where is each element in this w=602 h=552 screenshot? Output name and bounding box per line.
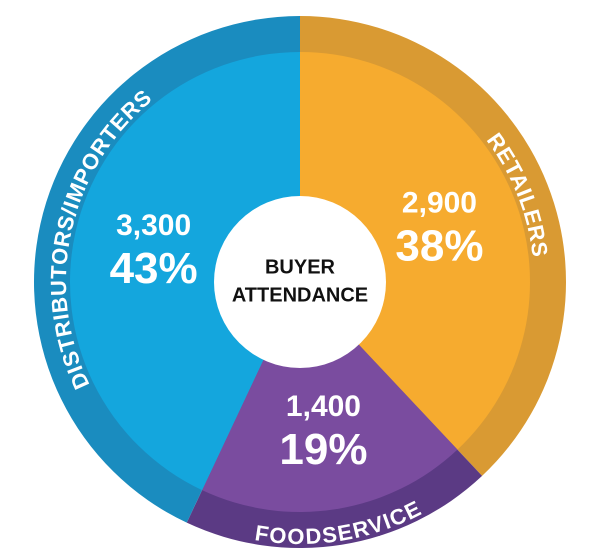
value-label: 3,300	[116, 209, 191, 242]
slice	[300, 52, 530, 450]
slice	[202, 282, 458, 512]
chart-title: ATTENDANCE	[232, 284, 368, 306]
center-disc	[214, 196, 386, 368]
share-label: 19%	[279, 425, 367, 474]
slice	[69, 52, 301, 491]
chart-title: BUYER	[265, 256, 336, 278]
value-label: 1,400	[286, 390, 361, 423]
share-label: 43%	[110, 244, 198, 293]
share-label: 38%	[395, 221, 483, 270]
value-label: 2,900	[402, 187, 477, 220]
